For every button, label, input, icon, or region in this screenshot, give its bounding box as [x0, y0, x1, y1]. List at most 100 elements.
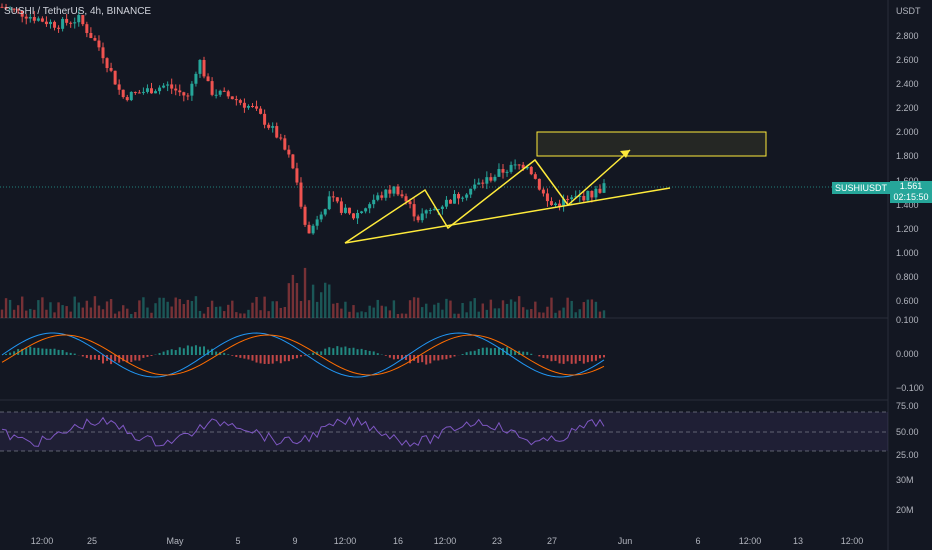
macd-histogram-bar: [126, 355, 129, 363]
candle-body: [129, 91, 133, 101]
macd-histogram-bar: [146, 355, 149, 357]
macd-histogram-bar: [550, 355, 553, 362]
candle-body: [234, 99, 238, 101]
candle-body: [97, 40, 101, 48]
candle-body: [493, 176, 497, 181]
candle-body: [287, 149, 291, 155]
time-tick: 12:00: [840, 536, 864, 546]
macd-histogram-bar: [89, 355, 92, 360]
volume-bar: [429, 312, 432, 318]
macd-histogram-bar: [259, 355, 262, 364]
volume-bar: [526, 309, 529, 318]
candle-body: [186, 95, 190, 97]
macd-histogram-bar: [429, 355, 432, 364]
macd-histogram-bar: [364, 350, 367, 355]
macd-histogram-bar: [324, 348, 327, 355]
volume-bar: [445, 298, 448, 318]
time-tick: 12:00: [738, 536, 762, 546]
candle-body: [364, 208, 368, 212]
volume-bar: [122, 305, 125, 318]
volume-bar: [473, 298, 476, 318]
macd-histogram-bar: [235, 355, 238, 357]
candle-body: [404, 196, 408, 202]
volume-bar: [25, 310, 28, 318]
volume-bar: [590, 299, 594, 318]
last-price-label: 1.561: [890, 181, 932, 192]
volume-bar: [166, 301, 169, 318]
macd-histogram-bar: [304, 355, 307, 356]
macd-histogram-bar: [73, 353, 76, 355]
volume-bar: [517, 296, 521, 318]
macd-histogram-bar: [340, 347, 343, 355]
candle-body: [440, 206, 444, 209]
candle-body: [149, 88, 153, 94]
price-tick: 1.000: [896, 247, 919, 258]
macd-histogram-bar: [485, 347, 488, 355]
symbol-header[interactable]: SUSHI / TetherUS, 4h, BINANCE: [4, 6, 152, 17]
macd-histogram-bar: [57, 349, 60, 355]
candle-body: [303, 206, 307, 225]
macd-histogram-bar: [45, 348, 48, 355]
macd-histogram-bar: [469, 351, 472, 355]
candle-body: [566, 198, 570, 200]
macd-histogram-bar: [328, 347, 331, 355]
time-tick: 23: [491, 536, 503, 546]
volume-bar: [485, 309, 489, 318]
time-tick: 12:00: [333, 536, 357, 546]
candle-body: [384, 189, 388, 198]
candle-body: [311, 225, 315, 234]
ticker-badge: SUSHIUSDT: [831, 182, 890, 194]
volume-bar: [150, 312, 153, 318]
candle-body: [412, 204, 416, 217]
candle-body: [137, 92, 141, 94]
volume-bar: [396, 313, 400, 318]
macd-histogram-bar: [546, 355, 549, 359]
macd-histogram-bar: [211, 348, 214, 355]
candle-body: [279, 137, 283, 139]
volume-bar: [154, 303, 157, 318]
candle-body: [117, 84, 121, 90]
candle-body: [465, 194, 469, 198]
candle-body: [501, 169, 505, 173]
volume-bar: [49, 302, 52, 318]
volume-bar: [170, 306, 173, 318]
candle-body: [598, 188, 602, 193]
volume-bar: [546, 306, 549, 318]
candle-body: [109, 68, 113, 71]
volume-bar: [65, 306, 68, 318]
time-tick: 25: [86, 536, 98, 546]
candle-body: [558, 203, 562, 207]
candle-body: [275, 126, 279, 138]
macd-histogram-bar: [542, 355, 545, 358]
macd-histogram-bar: [433, 355, 436, 361]
candle-body: [570, 197, 574, 200]
candle-body: [85, 24, 89, 33]
volume-bar: [376, 299, 379, 318]
volume-bar: [481, 303, 484, 318]
time-tick: 12:00: [433, 536, 457, 546]
volume-bar: [388, 310, 392, 318]
candle-body: [250, 106, 254, 108]
candle-body: [73, 22, 77, 24]
price-tick: 2.400: [896, 79, 919, 90]
volume-series: [0, 267, 606, 318]
macd-histogram-bar: [497, 347, 500, 355]
candle-body: [259, 108, 263, 114]
macd-histogram-bar: [360, 348, 363, 355]
volume-bar: [542, 312, 545, 318]
rsi-line: [1, 416, 605, 448]
volume-bar: [45, 309, 48, 318]
macd-histogram-bar: [207, 349, 210, 355]
candle-body: [323, 209, 327, 215]
candle-body: [352, 213, 356, 219]
macd-histogram-bar: [299, 355, 302, 357]
macd-tick: 0.100: [896, 315, 919, 325]
volume-bar: [21, 296, 24, 318]
macd-histogram-bar: [344, 346, 347, 355]
macd-histogram-bar: [526, 351, 529, 355]
macd-histogram-bar: [198, 346, 201, 355]
candle-body: [40, 18, 44, 22]
macd-histogram-bar: [477, 349, 480, 355]
volume-bar: [570, 300, 573, 318]
